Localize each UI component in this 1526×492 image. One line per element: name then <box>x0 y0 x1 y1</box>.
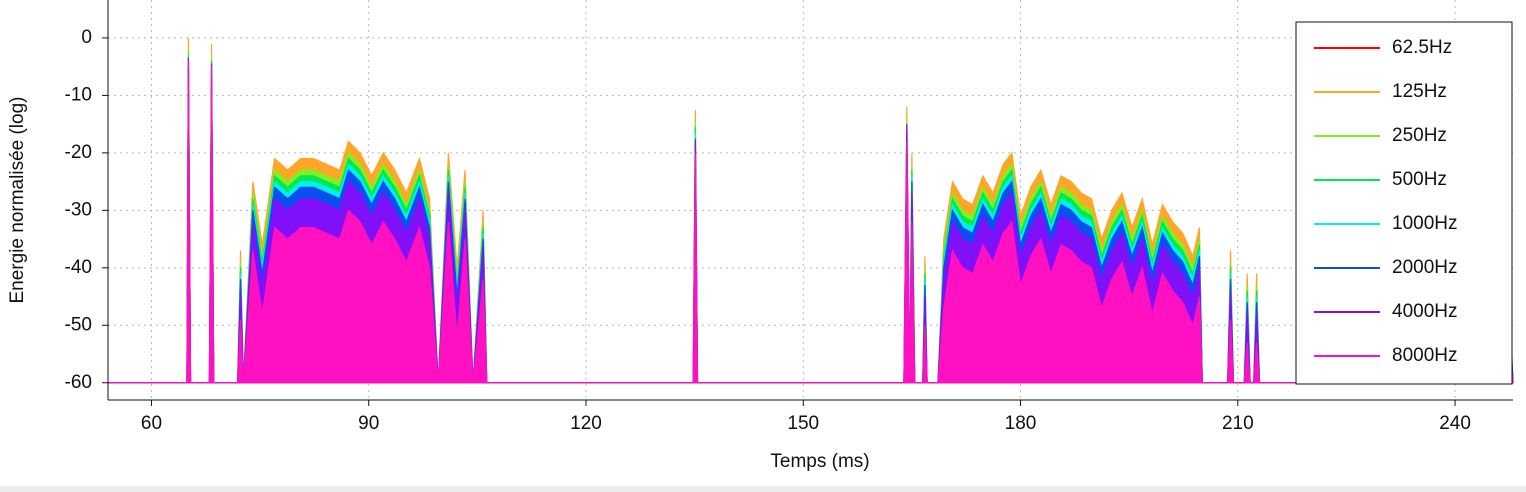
plot-area <box>108 0 1514 400</box>
legend-label: 2000Hz <box>1392 257 1458 278</box>
y-tick-label: -10 <box>65 84 92 105</box>
x-tick-label: 120 <box>570 413 602 434</box>
footer-strip <box>0 486 1526 492</box>
x-tick-label: 90 <box>358 413 379 434</box>
y-tick-label: -20 <box>65 142 92 163</box>
x-tick-label: 60 <box>141 413 162 434</box>
legend-label: 1000Hz <box>1392 213 1458 234</box>
x-tick-label: 180 <box>1005 413 1037 434</box>
legend-label: 8000Hz <box>1392 345 1458 366</box>
legend-box <box>1295 21 1513 385</box>
series-area <box>108 60 1514 384</box>
legend-label: 62.5Hz <box>1392 37 1452 58</box>
x-tick-label: 240 <box>1439 413 1471 434</box>
x-tick-label: 210 <box>1222 413 1254 434</box>
y-axis-label: Energie normalisée (log) <box>7 97 28 304</box>
y-tick-label: -40 <box>65 257 92 278</box>
legend-label: 250Hz <box>1392 125 1447 146</box>
legend-label: 125Hz <box>1392 81 1447 102</box>
x-axis-label: Temps (ms) <box>770 451 869 472</box>
y-tick-label: -30 <box>65 199 92 220</box>
legend-label: 500Hz <box>1392 169 1447 190</box>
y-tick-label: 0 <box>81 27 92 48</box>
legend-label: 4000Hz <box>1392 301 1458 322</box>
y-tick-label: -50 <box>65 314 92 335</box>
x-tick-label: 150 <box>787 413 819 434</box>
y-tick-label: -60 <box>65 372 92 393</box>
